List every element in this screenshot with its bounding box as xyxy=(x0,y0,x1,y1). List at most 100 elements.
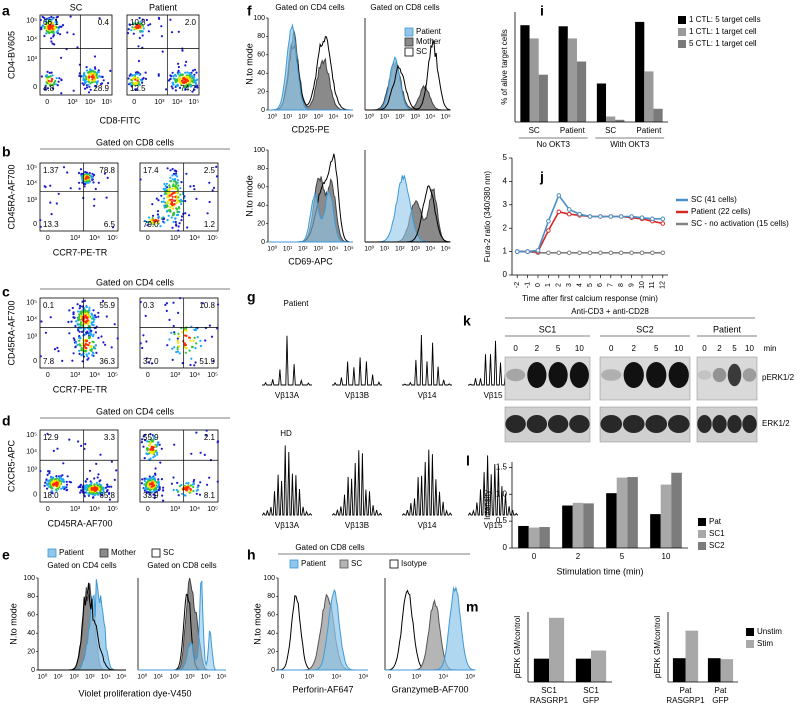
lane-label: 0 xyxy=(513,344,518,353)
event-dot xyxy=(101,299,105,303)
event-dot xyxy=(192,81,195,84)
event-dot xyxy=(87,344,90,347)
event-dot xyxy=(66,31,69,34)
event-dot xyxy=(170,482,173,485)
event-dot xyxy=(45,32,48,35)
x-tick-label: 10⁴ xyxy=(89,506,100,513)
event-dot xyxy=(49,201,52,204)
event-dot xyxy=(170,180,173,183)
event-dot xyxy=(74,345,77,348)
event-dot xyxy=(189,339,192,342)
event-dot xyxy=(144,71,147,74)
event-dot xyxy=(56,29,60,32)
event-dot xyxy=(139,30,142,33)
event-dot xyxy=(80,444,83,447)
x-tick-label: 10⁴ xyxy=(189,235,200,242)
x-tick-label: 0 xyxy=(132,99,136,106)
band xyxy=(742,415,757,433)
x-tick-label: 10⁰ xyxy=(267,245,277,253)
event-dot xyxy=(78,323,81,326)
x-tick-label: 10⁵ xyxy=(102,99,113,106)
event-dot xyxy=(169,18,172,21)
event-dot xyxy=(188,214,191,217)
event-dot xyxy=(76,323,80,326)
y-tick-label: 20 xyxy=(267,648,275,655)
x-tick-label: 9 xyxy=(628,283,635,287)
event-dot xyxy=(78,187,81,190)
event-dot xyxy=(206,212,209,215)
event-dot xyxy=(171,198,174,201)
event-dot xyxy=(178,335,181,338)
event-dot xyxy=(164,201,167,204)
event-dot xyxy=(139,22,142,25)
event-dot xyxy=(148,444,151,447)
event-dot xyxy=(194,79,197,82)
event-dot xyxy=(66,488,69,491)
event-dot xyxy=(76,343,79,347)
event-dot xyxy=(190,452,193,455)
x-tick-label: 10⁴ xyxy=(438,674,448,681)
event-dot xyxy=(183,78,186,81)
event-dot xyxy=(89,88,92,91)
event-dot xyxy=(167,209,170,212)
event-dot xyxy=(113,478,116,481)
band xyxy=(697,415,712,433)
event-dot xyxy=(46,77,49,80)
event-dot xyxy=(88,488,91,491)
event-dot xyxy=(129,82,132,85)
event-dot xyxy=(53,83,56,86)
event-dot xyxy=(187,84,190,87)
event-dot xyxy=(88,70,91,74)
legend-swatch xyxy=(678,28,686,36)
x-tick-label: 0 xyxy=(146,372,150,379)
event-dot xyxy=(135,24,138,27)
series-line xyxy=(517,193,663,253)
event-dot xyxy=(216,440,220,443)
x-tick-label: 10⁵ xyxy=(207,506,218,513)
event-dot xyxy=(199,481,202,484)
event-dot xyxy=(167,196,170,199)
segment-label: Vβ15 xyxy=(484,521,503,530)
event-dot xyxy=(55,77,58,80)
y-axis-label: % of alive target cells xyxy=(500,29,509,105)
x-tick-label: 2 xyxy=(556,283,563,287)
panel-letter: b xyxy=(2,144,11,160)
event-dot xyxy=(139,178,142,181)
event-dot xyxy=(168,186,171,189)
event-dot xyxy=(85,486,88,489)
x-tick-label: 10⁵ xyxy=(107,506,118,513)
event-dot xyxy=(177,332,180,335)
bar xyxy=(616,477,628,548)
event-dot xyxy=(141,34,144,37)
event-dot xyxy=(92,181,95,184)
event-dot xyxy=(77,440,80,443)
event-dot xyxy=(175,202,178,205)
legend-label: Patient (22 cells) xyxy=(691,207,751,216)
event-dot xyxy=(176,188,179,192)
event-dot xyxy=(45,20,48,23)
event-dot xyxy=(158,443,161,446)
event-dot xyxy=(145,18,148,22)
y-tick-label: 80 xyxy=(257,33,265,40)
y-axis-label: Intensity xyxy=(483,490,492,520)
event-dot xyxy=(50,71,53,74)
event-dot xyxy=(87,83,90,86)
y-tick-label: 60 xyxy=(27,612,35,619)
event-dot xyxy=(79,491,82,494)
event-dot xyxy=(149,23,152,26)
point xyxy=(535,248,541,253)
x-tick-label: 0 xyxy=(532,552,537,561)
row-label: HD xyxy=(280,429,292,438)
event-dot xyxy=(141,478,144,481)
point xyxy=(514,249,520,254)
event-dot xyxy=(156,210,160,213)
event-dot xyxy=(100,486,104,489)
event-dot xyxy=(144,439,147,442)
spectratype-trace xyxy=(402,334,452,386)
event-dot xyxy=(163,221,166,224)
event-dot xyxy=(150,491,153,494)
event-dot xyxy=(144,77,148,80)
event-dot xyxy=(63,485,66,488)
event-dot xyxy=(44,185,47,189)
histogram-curve xyxy=(268,190,353,243)
